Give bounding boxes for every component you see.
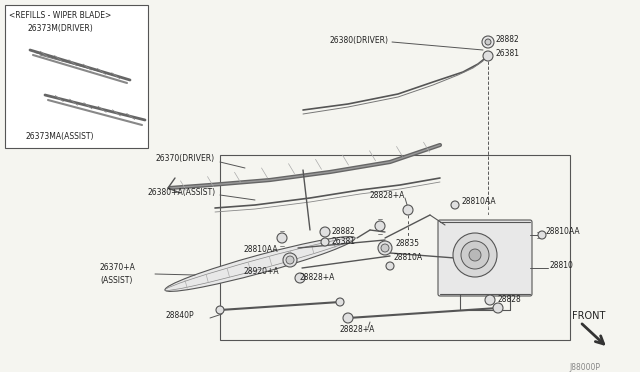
Text: 28810AA: 28810AA <box>243 246 278 254</box>
Circle shape <box>295 273 305 283</box>
Text: 26380+A(ASSIST): 26380+A(ASSIST) <box>148 187 216 196</box>
Text: J88000P: J88000P <box>569 363 600 372</box>
Text: 28828+A: 28828+A <box>370 190 405 199</box>
Bar <box>5 5 148 148</box>
Circle shape <box>485 295 495 305</box>
Circle shape <box>321 238 329 246</box>
Text: 28828+A: 28828+A <box>340 326 376 334</box>
Circle shape <box>469 249 481 261</box>
Text: 26380(DRIVER): 26380(DRIVER) <box>330 35 389 45</box>
Circle shape <box>453 233 497 277</box>
Circle shape <box>343 313 353 323</box>
Circle shape <box>381 244 389 252</box>
Circle shape <box>493 303 503 313</box>
Circle shape <box>461 241 489 269</box>
Text: 26373MA(ASSIST): 26373MA(ASSIST) <box>25 132 93 141</box>
Text: 26381: 26381 <box>496 49 520 58</box>
Text: (ASSIST): (ASSIST) <box>100 276 132 285</box>
Circle shape <box>538 231 546 239</box>
Circle shape <box>378 241 392 255</box>
Circle shape <box>386 262 394 270</box>
Text: 28810AA: 28810AA <box>545 228 580 237</box>
Circle shape <box>320 227 330 237</box>
Text: <REFILLS - WIPER BLADE>: <REFILLS - WIPER BLADE> <box>9 10 111 19</box>
Text: 28810AA: 28810AA <box>462 198 497 206</box>
Text: 28840P: 28840P <box>165 311 194 320</box>
Text: 28828: 28828 <box>498 295 522 305</box>
Circle shape <box>336 298 344 306</box>
Text: 28810: 28810 <box>550 260 574 269</box>
Circle shape <box>216 306 224 314</box>
Text: 28882: 28882 <box>496 35 520 45</box>
Circle shape <box>277 233 287 243</box>
Text: 28835: 28835 <box>395 238 419 247</box>
Circle shape <box>451 201 459 209</box>
Text: 28828+A: 28828+A <box>300 273 335 282</box>
Circle shape <box>286 256 294 264</box>
Circle shape <box>483 51 493 61</box>
Bar <box>220 155 570 340</box>
Text: 28882: 28882 <box>332 228 356 237</box>
Circle shape <box>403 205 413 215</box>
Text: 26370(DRIVER): 26370(DRIVER) <box>155 154 214 163</box>
Text: 26381: 26381 <box>332 237 356 247</box>
Circle shape <box>482 36 494 48</box>
FancyBboxPatch shape <box>438 220 532 296</box>
Circle shape <box>375 221 385 231</box>
Circle shape <box>283 253 297 267</box>
Circle shape <box>485 39 491 45</box>
Text: 26373M(DRIVER): 26373M(DRIVER) <box>27 25 93 33</box>
Text: 28810A: 28810A <box>393 253 422 263</box>
Text: FRONT: FRONT <box>572 311 605 321</box>
Ellipse shape <box>165 237 355 291</box>
Text: 28920+A: 28920+A <box>244 267 280 276</box>
Text: 26370+A: 26370+A <box>100 263 136 273</box>
